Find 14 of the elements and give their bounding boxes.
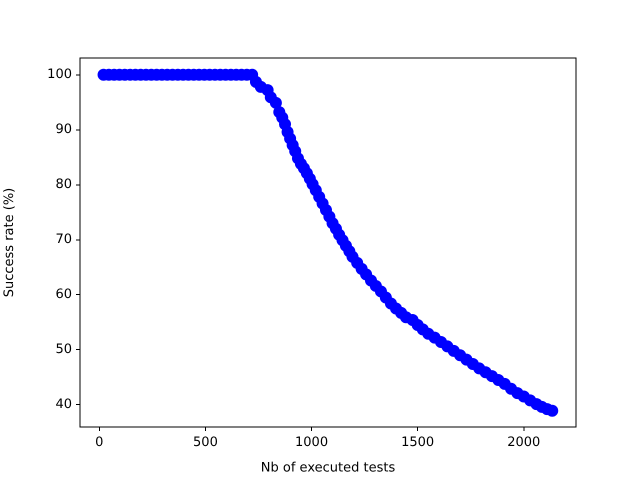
y-tick-label: 50 [55, 342, 72, 358]
y-tick-label: 60 [55, 287, 72, 302]
y-tick-label: 80 [55, 177, 72, 192]
x-tick-label: 2000 [507, 435, 540, 450]
x-tick-label: 500 [193, 435, 218, 450]
x-tick-label: 1000 [295, 435, 328, 450]
y-tick-label: 90 [55, 122, 72, 138]
x-axis-title: Nb of executed tests [260, 460, 396, 476]
x-tick-label: 1500 [401, 435, 434, 450]
y-tick-label: 100 [47, 67, 72, 82]
x-tick-label: 0 [95, 435, 104, 450]
y-tick-label: 40 [55, 397, 72, 412]
y-axis-title: Success rate (%) [2, 188, 18, 298]
y-tick-label: 70 [55, 232, 72, 248]
